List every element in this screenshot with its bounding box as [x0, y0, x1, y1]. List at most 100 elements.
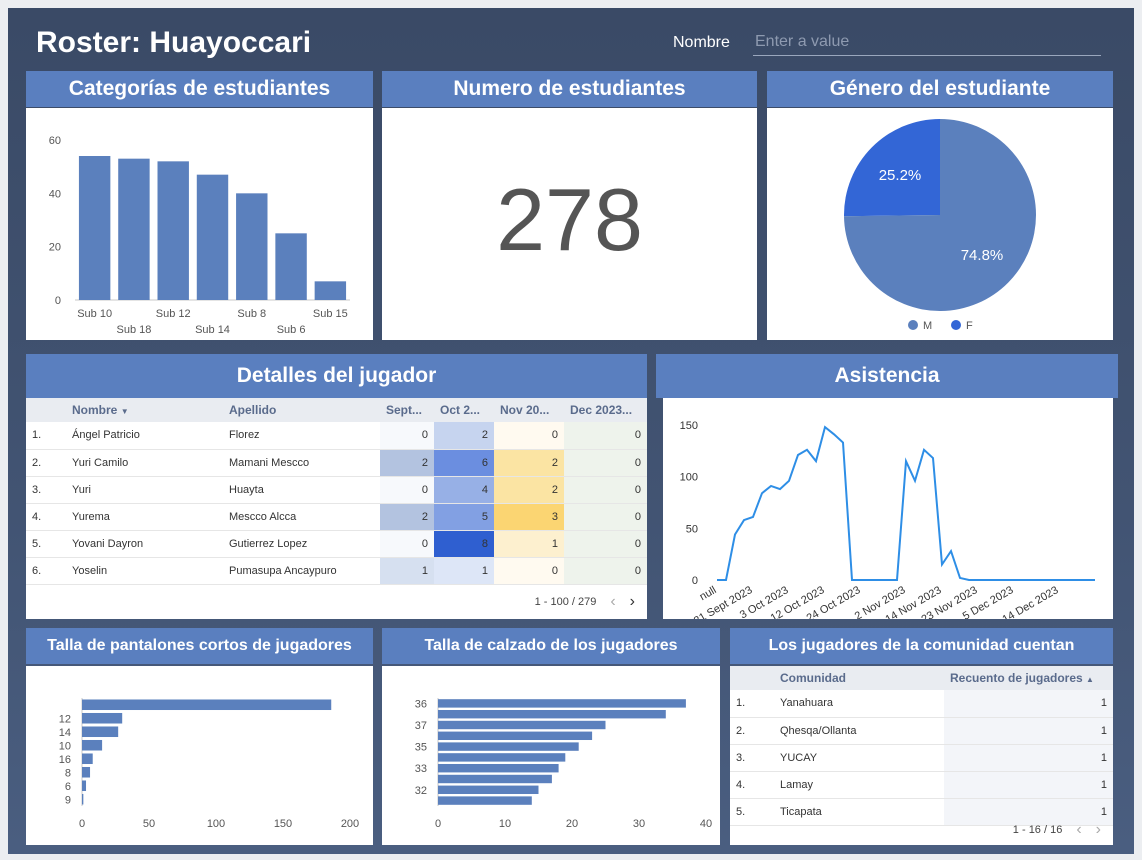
calzado-header: Talla de calzado de los jugadores	[382, 628, 720, 664]
chevron-left-icon[interactable]: ‹	[610, 593, 616, 610]
row-index: 3.	[26, 476, 66, 504]
categorias-bar-chart: 0 20 40 60 Sub 10 Sub 18 Sub 12 Sub 14 Sub 8 Sub …	[49, 135, 350, 336]
detalles-pagination: 1 - 100 / 279 ‹ ›	[535, 593, 635, 611]
col-nombre[interactable]: Nombre ▼	[66, 398, 223, 422]
y-tick-label: 20	[49, 242, 61, 254]
table-row[interactable]: 3. Yuri Huayta 0 4 2 0	[26, 476, 647, 504]
pie-slice	[844, 119, 1036, 311]
x-tick-label: 150	[274, 818, 292, 830]
table-row[interactable]: 4. Lamay 1	[730, 771, 1113, 799]
cell-apellido: Gutierrez Lopez	[223, 530, 380, 558]
numero-card: 278	[382, 108, 757, 340]
table-row[interactable]: 1. Yanahuara 1	[730, 690, 1113, 718]
detalles-table: Nombre ▼ Apellido Sept... Oct 2... Nov 2…	[26, 398, 647, 585]
bar	[438, 709, 666, 719]
cell-recuento: 1	[944, 690, 1113, 718]
bar	[78, 156, 111, 300]
col-dec[interactable]: Dec 2023...	[564, 398, 647, 422]
comunidad-pagination: 1 - 16 / 16 ‹ ›	[1013, 821, 1101, 839]
cell-nov: 2	[494, 449, 564, 477]
table-row[interactable]: 5. Yovani Dayron Gutierrez Lopez 0 8 1 0	[26, 530, 647, 558]
y-tick-label: 150	[680, 420, 698, 432]
bar	[82, 793, 84, 805]
nombre-filter-input[interactable]	[753, 28, 1101, 56]
row-index: 4.	[26, 503, 66, 531]
col-apellido[interactable]: Apellido	[223, 398, 380, 422]
calzado-card: 0 10 20 30 40 36 37 35 33 32	[382, 666, 720, 845]
cell-sept: 0	[380, 476, 434, 504]
cell-recuento: 1	[944, 717, 1113, 745]
cell-oct: 2	[434, 422, 494, 450]
y-tick-label: 60	[49, 135, 61, 147]
comunidad-card: Comunidad Recuento de jugadores ▲ 1. Yana…	[730, 666, 1113, 845]
bar	[438, 720, 606, 730]
col-sept[interactable]: Sept...	[380, 398, 434, 422]
legend-f-swatch	[951, 320, 961, 330]
filter-label: Nombre	[673, 34, 730, 51]
chevron-right-icon[interactable]: ›	[629, 593, 635, 610]
row-index: 2.	[730, 717, 774, 745]
bar	[314, 281, 347, 300]
cell-recuento: 1	[944, 771, 1113, 799]
table-row[interactable]: 6. Yoselin Pumasupa Ancaypuro 1 1 0 0	[26, 557, 647, 585]
chevron-left-icon[interactable]: ‹	[1076, 821, 1082, 838]
bar	[438, 731, 593, 741]
cell-comunidad: Ticapata	[774, 798, 944, 826]
table-row[interactable]: 2. Qhesqa/Ollanta 1	[730, 717, 1113, 745]
bar	[438, 785, 539, 795]
genero-card: 25.2% 74.8% M F	[767, 108, 1113, 340]
table-row[interactable]: 3. YUCAY 1	[730, 744, 1113, 772]
table-row[interactable]: 5. Ticapata 1	[730, 798, 1113, 826]
cell-sept: 0	[380, 530, 434, 558]
cell-comunidad: Qhesqa/Ollanta	[774, 717, 944, 745]
cell-apellido: Huayta	[223, 476, 380, 504]
bar	[438, 774, 552, 784]
asistencia-series-line	[717, 425, 1095, 581]
bar	[118, 158, 150, 300]
sort-up-icon: ▲	[1086, 675, 1094, 684]
pagination-text: 1 - 16 / 16	[1012, 824, 1063, 836]
y-tick-label: 10	[59, 740, 71, 752]
cell-apellido: Florez	[223, 422, 380, 450]
row-index: 5.	[26, 530, 66, 558]
row-index: 5.	[730, 798, 774, 826]
dashboard-canvas: Roster: Huayoccari Nombre Categorías de …	[8, 8, 1134, 854]
cell-apellido: Pumasupa Ancaypuro	[223, 557, 380, 585]
bar	[196, 174, 229, 300]
cell-oct: 6	[434, 449, 494, 477]
detalles-header: Detalles del jugador	[26, 354, 647, 398]
x-tick-label: 100	[207, 818, 225, 830]
bar	[157, 161, 189, 300]
comunidad-table: Comunidad Recuento de jugadores ▲ 1. Yana…	[730, 666, 1113, 826]
pantalones-header: Talla de pantalones cortos de jugadores	[26, 628, 373, 664]
row-index: 1.	[26, 422, 66, 450]
table-row[interactable]: 4. Yurema Mescco Alcca 2 5 3 0	[26, 503, 647, 531]
y-tick-label: 33	[415, 763, 427, 775]
y-tick-label: 37	[415, 720, 427, 732]
bar	[438, 699, 686, 708]
cell-dec: 0	[564, 503, 647, 531]
col-comunidad[interactable]: Comunidad	[774, 666, 944, 690]
calzado-bar-chart: 0 10 20 30 40 36 37 35 33 32	[415, 698, 712, 830]
bar	[438, 742, 579, 751]
col-recuento[interactable]: Recuento de jugadores ▲	[944, 666, 1113, 690]
row-index: 1.	[730, 690, 774, 718]
chevron-right-icon[interactable]: ›	[1095, 821, 1101, 838]
table-row[interactable]: 2. Yuri Camilo Mamani Mescco 2 6 2 0	[26, 449, 647, 477]
cell-nov: 0	[494, 557, 564, 585]
col-nov[interactable]: Nov 20...	[494, 398, 564, 422]
cell-apellido: Mamani Mescco	[223, 449, 380, 477]
cell-comunidad: Yanahuara	[774, 690, 944, 718]
bar	[82, 699, 332, 711]
cell-nov: 3	[494, 503, 564, 531]
numero-header: Numero de estudiantes	[382, 71, 757, 107]
x-tick-label: 20	[566, 818, 578, 830]
table-row[interactable]: 1. Ángel Patricio Florez 0 2 0 0	[26, 422, 647, 450]
cell-nov: 2	[494, 476, 564, 504]
pie-label-f: 25.2%	[879, 167, 922, 184]
x-tick-label: 40	[700, 818, 712, 830]
x-tick-label: Sub 6	[277, 324, 306, 336]
pie-slice	[844, 119, 940, 217]
col-oct[interactable]: Oct 2...	[434, 398, 494, 422]
